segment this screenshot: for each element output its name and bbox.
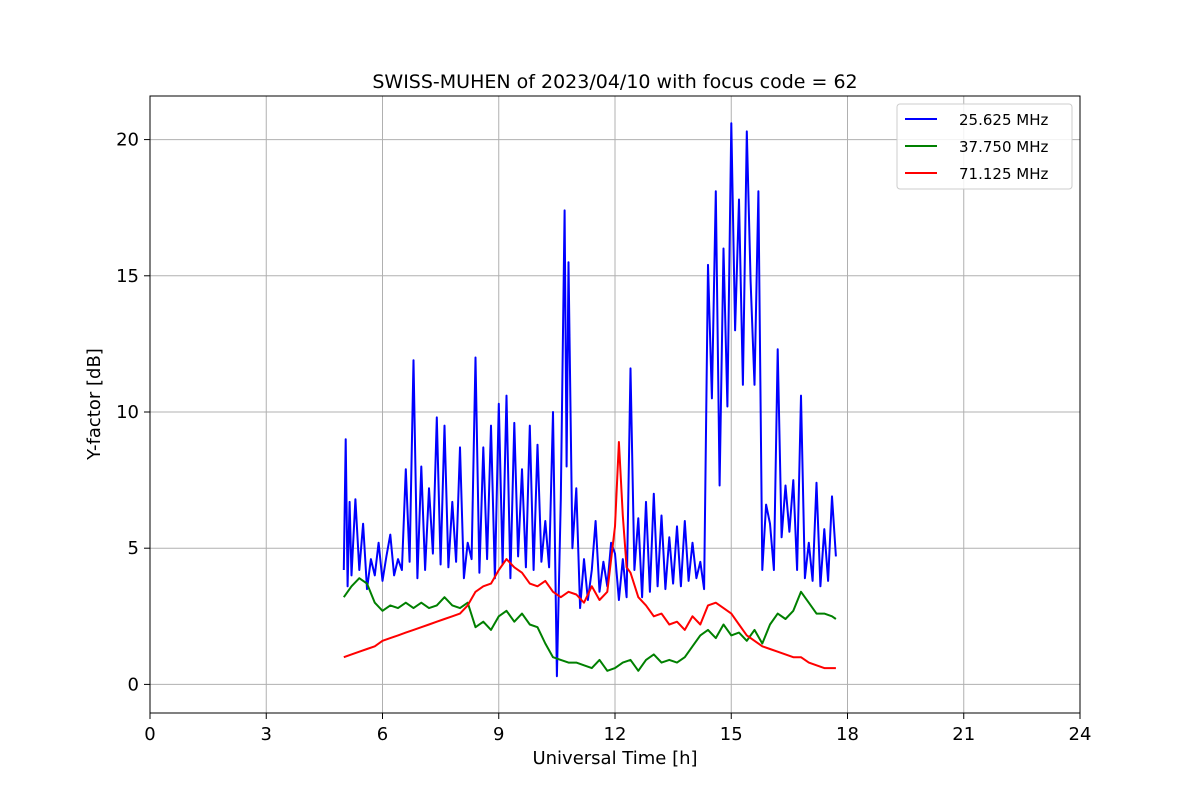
y-tick-label: 10 (116, 402, 139, 423)
legend-label: 71.125 MHz (959, 165, 1048, 183)
legend-label: 25.625 MHz (959, 111, 1048, 129)
y-tick-label: 15 (116, 266, 139, 287)
x-tick-label: 24 (1069, 724, 1092, 745)
legend: 25.625 MHz 37.750 MHz 71.125 MHz (896, 103, 1073, 190)
legend-label: 37.750 MHz (959, 138, 1048, 156)
y-tick-label: 20 (116, 130, 139, 151)
y-tick-label: 0 (128, 674, 139, 695)
x-tick-label: 0 (144, 724, 155, 745)
x-tick-label: 9 (493, 724, 504, 745)
legend-box (896, 103, 1073, 190)
series-line-37-750-mhz (342, 577, 837, 672)
x-axis-label: Universal Time [h] (532, 748, 697, 769)
series-line-71-125-mhz (343, 441, 836, 670)
x-tick-label: 15 (720, 724, 743, 745)
x-tick-label: 12 (604, 724, 627, 745)
x-tick-label: 6 (377, 724, 388, 745)
x-tick-label: 21 (952, 724, 975, 745)
plot-area (342, 122, 837, 678)
chart-title: SWISS-MUHEN of 2023/04/10 with focus cod… (372, 71, 857, 93)
x-tick-label: 18 (836, 724, 859, 745)
x-tick-label: 3 (261, 724, 272, 745)
axis-ticks: 0 3 6 9 12 15 18 21 24 0 5 10 15 20 (116, 130, 1091, 745)
y-tick-label: 5 (128, 538, 139, 559)
series-line-25-625-mhz (342, 122, 837, 678)
y-axis-label: Y-factor [dB] (84, 348, 105, 461)
